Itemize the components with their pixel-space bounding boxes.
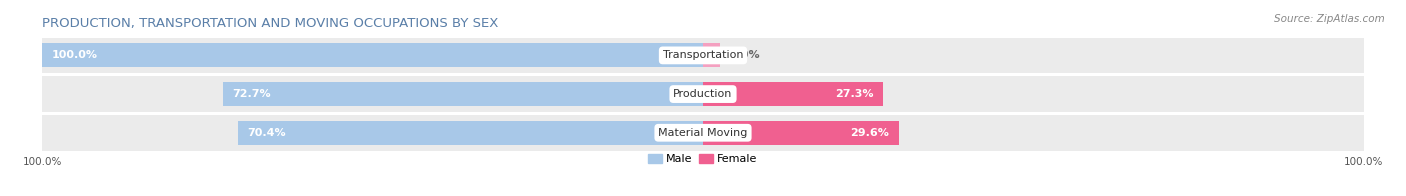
Bar <box>703 82 883 106</box>
Text: 100.0%: 100.0% <box>52 50 98 60</box>
Bar <box>238 121 703 145</box>
Text: 27.3%: 27.3% <box>835 89 873 99</box>
Text: 72.7%: 72.7% <box>232 89 271 99</box>
Bar <box>222 82 703 106</box>
Text: 70.4%: 70.4% <box>247 128 287 138</box>
Bar <box>42 43 703 67</box>
Bar <box>42 38 1364 73</box>
Text: Transportation: Transportation <box>662 50 744 60</box>
Bar <box>703 43 720 67</box>
Text: PRODUCTION, TRANSPORTATION AND MOVING OCCUPATIONS BY SEX: PRODUCTION, TRANSPORTATION AND MOVING OC… <box>42 17 499 30</box>
Bar <box>42 76 1364 112</box>
Text: 0.0%: 0.0% <box>730 50 761 60</box>
Legend: Male, Female: Male, Female <box>644 149 762 169</box>
Bar <box>42 115 1364 151</box>
Text: Material Moving: Material Moving <box>658 128 748 138</box>
Text: 29.6%: 29.6% <box>849 128 889 138</box>
Text: Source: ZipAtlas.com: Source: ZipAtlas.com <box>1274 14 1385 24</box>
Bar <box>703 121 898 145</box>
Text: Production: Production <box>673 89 733 99</box>
